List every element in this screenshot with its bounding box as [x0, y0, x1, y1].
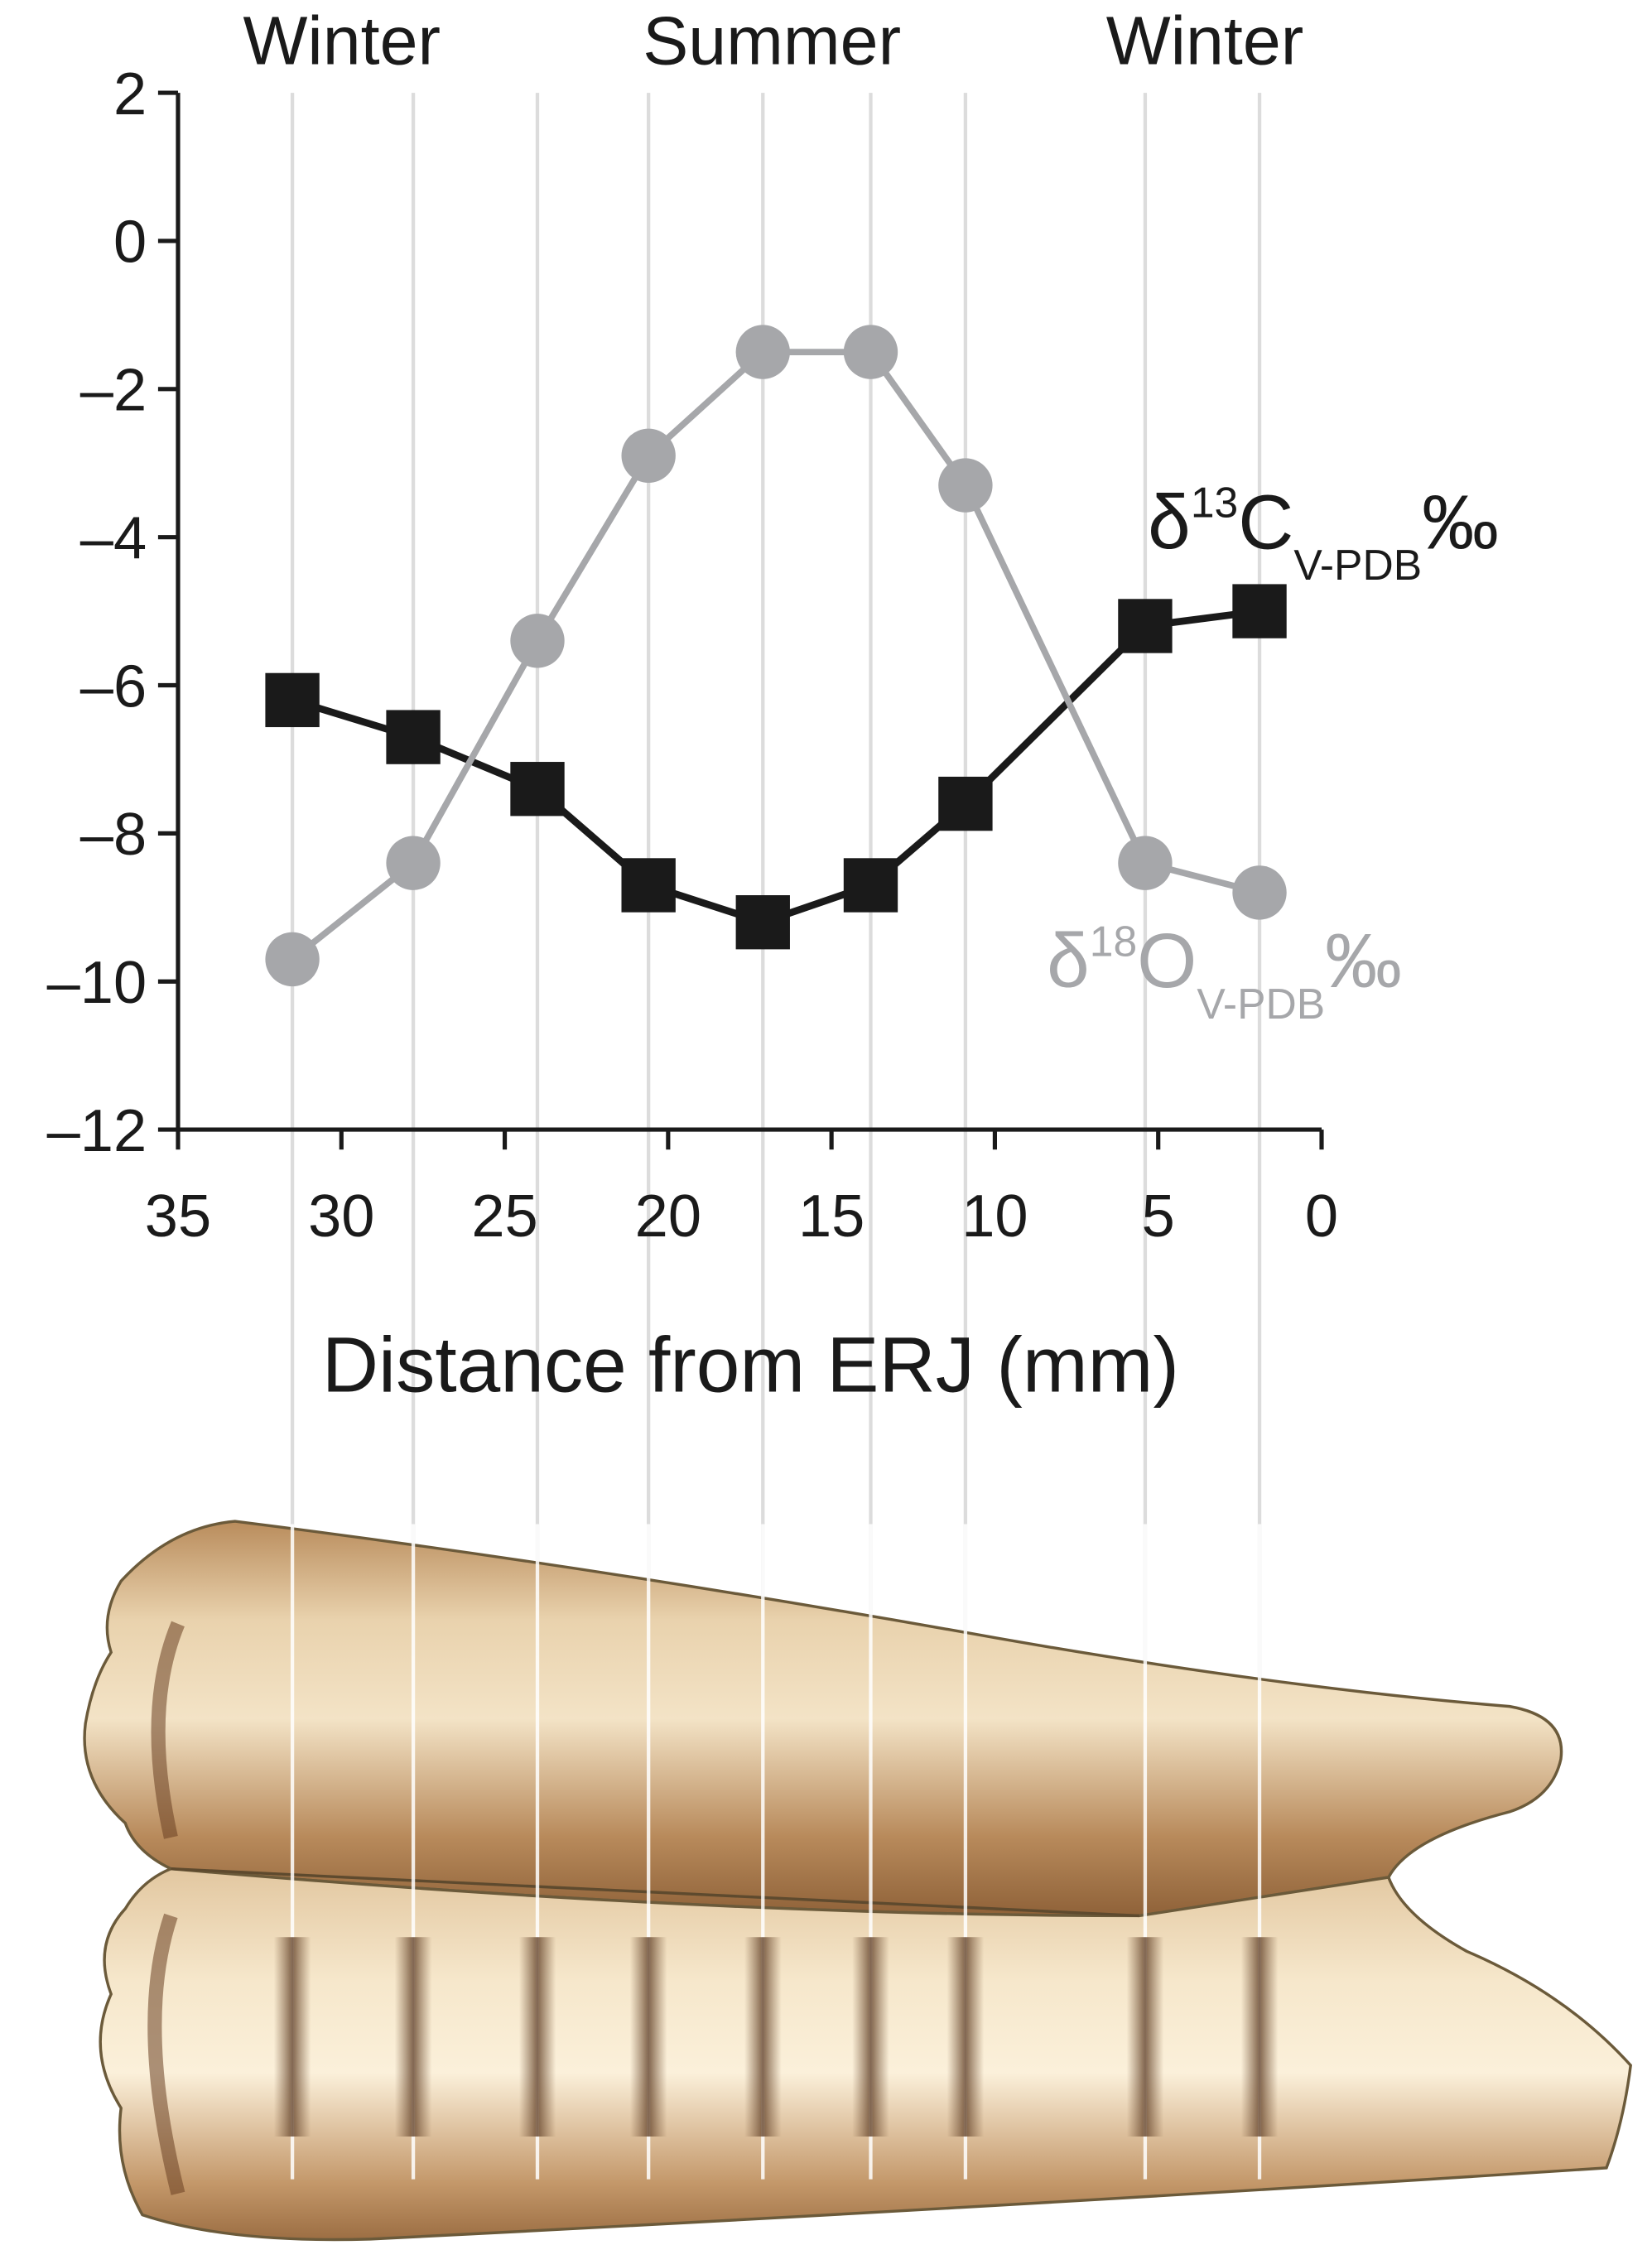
tooth-seam — [171, 1867, 1139, 1918]
x-tick-label: 0 — [1305, 1183, 1338, 1250]
data-point — [386, 710, 441, 764]
data-point — [1118, 599, 1173, 653]
y-tick-label: –12 — [47, 1098, 147, 1164]
y-tick-label: 2 — [113, 61, 147, 128]
season-label: Summer — [643, 3, 901, 79]
data-point — [1232, 584, 1287, 638]
data-point — [938, 458, 993, 513]
sample-band — [394, 1937, 432, 2137]
data-point — [1118, 836, 1173, 890]
season-label: Winter — [243, 3, 441, 79]
data-point — [510, 762, 565, 817]
data-point — [621, 428, 676, 483]
data-point — [265, 672, 320, 728]
sample-bands — [273, 1524, 1279, 2180]
data-point — [735, 325, 790, 379]
x-tick-label: 20 — [635, 1183, 701, 1250]
data-point — [938, 776, 993, 831]
y-tick-label: –10 — [47, 950, 147, 1016]
series-label-part: V-PDB — [1197, 980, 1325, 1028]
x-tick-label: 5 — [1142, 1183, 1175, 1250]
sample-band — [518, 1937, 556, 2137]
data-point — [386, 836, 441, 890]
series-label-part: O — [1137, 918, 1197, 1004]
sample-band — [744, 1937, 782, 2137]
tooth-upper — [83, 1520, 1563, 1918]
series-label-part: 13 — [1191, 479, 1238, 527]
y-tick-label: –6 — [80, 653, 147, 720]
x-tick-label: 30 — [308, 1183, 374, 1250]
x-tick-label: 25 — [471, 1183, 537, 1250]
x-tick-label: 10 — [961, 1183, 1028, 1250]
sample-band — [1240, 1937, 1279, 2137]
series-label-part: ‰ — [1422, 479, 1499, 565]
data-point — [735, 895, 790, 950]
series-label: δ13CV-PDB‰ — [1148, 479, 1499, 590]
x-tick-label: 15 — [798, 1183, 865, 1250]
y-tick-label: –4 — [80, 505, 147, 571]
sample-band — [1126, 1937, 1164, 2137]
series-label-part: δ — [1047, 918, 1090, 1004]
y-tick-label: 0 — [113, 210, 147, 276]
y-tick-label: –8 — [80, 802, 147, 868]
x-tick-label: 35 — [145, 1183, 211, 1250]
sample-band — [852, 1937, 889, 2137]
series-label-part: 18 — [1090, 917, 1137, 965]
series-label-part: ‰ — [1325, 918, 1402, 1004]
sample-band — [273, 1937, 311, 2137]
x-axis-label: Distance from ERJ (mm) — [322, 1322, 1179, 1409]
sample-band — [946, 1937, 985, 2137]
data-point — [510, 614, 565, 668]
series-label: δ18OV-PDB‰ — [1047, 917, 1402, 1028]
series-line — [291, 607, 1260, 927]
data-point — [265, 932, 320, 987]
sample-band — [629, 1937, 667, 2137]
tooth-crown-detail — [147, 1621, 185, 2195]
data-point — [621, 858, 676, 913]
data-point — [1232, 865, 1287, 920]
data-point — [843, 325, 898, 379]
series-label-part: V-PDB — [1293, 541, 1422, 589]
data-point — [843, 858, 898, 913]
y-tick-label: –2 — [80, 358, 147, 424]
series-label-part: C — [1238, 479, 1293, 565]
season-label: Winter — [1106, 3, 1304, 79]
series-label-part: δ — [1148, 479, 1191, 565]
